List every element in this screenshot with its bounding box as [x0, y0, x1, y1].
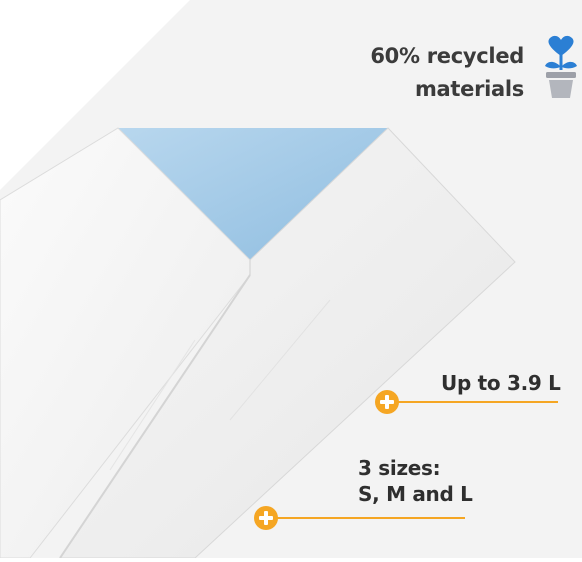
sizes-callout-line: [265, 517, 465, 519]
capacity-callout-line: [388, 401, 558, 403]
capacity-callout-line1: Up to 3.9 L: [441, 371, 561, 395]
plus-icon: [375, 390, 399, 414]
sizes-callout-line2: S, M and L: [358, 482, 473, 506]
pad-blue-layer: [118, 128, 388, 260]
capacity-callout-text: Up to 3.9 L: [441, 370, 561, 396]
recycled-badge-line1: 60% recycled: [370, 44, 524, 68]
sizes-callout-text: 3 sizes: S, M and L: [358, 455, 473, 507]
recycled-badge-text: 60% recycled materials: [370, 40, 524, 106]
plus-icon: [254, 506, 278, 530]
heart-flower-pot-icon: [545, 35, 577, 98]
sizes-callout-line1: 3 sizes:: [358, 456, 441, 480]
recycled-badge-line2: materials: [414, 77, 524, 101]
